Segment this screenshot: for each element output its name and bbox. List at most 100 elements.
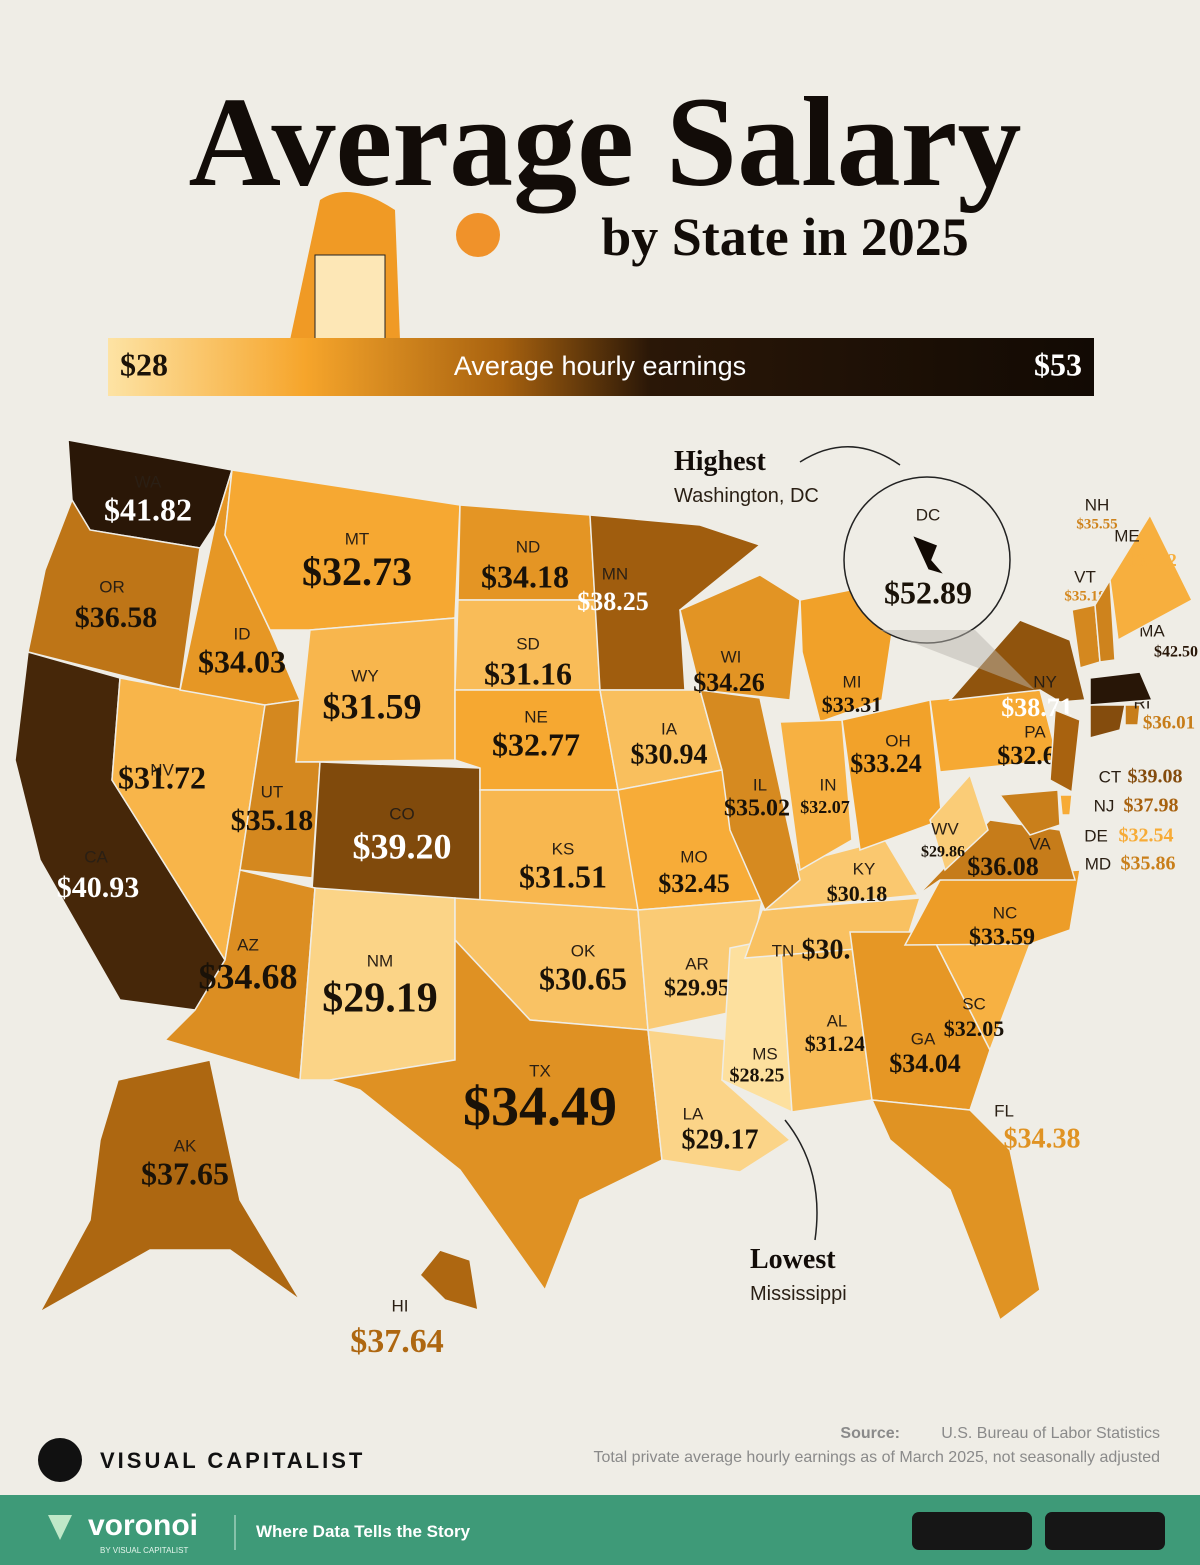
state-value: $29.86 bbox=[921, 844, 965, 861]
state-value: $32.73 bbox=[302, 549, 412, 594]
highest-arrow bbox=[799, 446, 901, 466]
legend-max: $53 bbox=[1034, 346, 1082, 382]
state bbox=[1094, 577, 1116, 663]
illustration-paper bbox=[314, 254, 386, 341]
state-code: MT bbox=[345, 529, 370, 548]
source-label: Source: bbox=[840, 1425, 900, 1442]
state bbox=[948, 619, 1086, 703]
state-code: MI bbox=[843, 672, 862, 691]
state-code: KY bbox=[853, 859, 876, 878]
highest-text: Washington, DC bbox=[674, 485, 819, 507]
state-code: DC bbox=[916, 505, 941, 524]
dc-group: DC $52.89 bbox=[884, 505, 972, 610]
state-code: LA bbox=[683, 1104, 704, 1123]
app-name: voronoi bbox=[88, 1509, 198, 1542]
state bbox=[679, 574, 801, 701]
state-value: $30.18 bbox=[827, 881, 888, 906]
legend-min: $28 bbox=[120, 346, 168, 382]
highest-title: Highest bbox=[674, 446, 766, 477]
state-value: $34.18 bbox=[481, 558, 569, 594]
subtitle: by State in 2025 bbox=[601, 207, 969, 267]
state-value: $35.02 bbox=[724, 796, 790, 822]
state-value: $31.16 bbox=[484, 655, 572, 691]
state-code: AR bbox=[685, 954, 709, 973]
state-value: $37.64 bbox=[350, 1323, 444, 1360]
state bbox=[38, 1059, 301, 1314]
state bbox=[1059, 794, 1073, 816]
state-value: $31.51 bbox=[519, 858, 607, 894]
lowest-text: Mississippi bbox=[750, 1283, 847, 1305]
state-code: CO bbox=[389, 804, 415, 823]
state-code: VA bbox=[1029, 834, 1051, 853]
state-code: OH bbox=[885, 731, 911, 750]
state-code: MO bbox=[680, 847, 707, 866]
state-value: $32.45 bbox=[658, 869, 730, 898]
state-code: VT bbox=[1074, 567, 1096, 586]
callout-beam bbox=[880, 630, 1035, 690]
state-code: DE bbox=[1084, 826, 1108, 845]
state-code: KS bbox=[552, 839, 575, 858]
google-play-button[interactable] bbox=[1045, 1512, 1165, 1550]
app-sub: BY VISUAL CAPITALIST bbox=[100, 1546, 188, 1555]
state-value: $41.82 bbox=[104, 491, 192, 527]
state-code: NH bbox=[1085, 495, 1110, 514]
state bbox=[903, 869, 1081, 946]
state-value: $31.59 bbox=[323, 686, 422, 726]
state-value: $34.03 bbox=[198, 643, 286, 679]
state-code: MN bbox=[602, 564, 628, 583]
brand: VISUAL CAPITALIST bbox=[100, 1448, 365, 1473]
state-value: $39.08 bbox=[1128, 766, 1183, 788]
app-store-button[interactable] bbox=[912, 1512, 1032, 1550]
state-code: TN bbox=[772, 941, 795, 960]
state-value: $32.54 bbox=[1119, 825, 1174, 847]
voronoi-logo bbox=[48, 1515, 72, 1540]
state-code: FL bbox=[994, 1101, 1014, 1120]
legend-label: Average hourly earnings bbox=[454, 351, 746, 381]
state-code: SC bbox=[962, 994, 986, 1013]
coin-icon bbox=[456, 213, 500, 257]
state bbox=[1089, 671, 1154, 706]
state-code: PA bbox=[1024, 722, 1046, 741]
state-value: $34.26 bbox=[693, 668, 765, 697]
state-value: $36.01 bbox=[1143, 712, 1195, 733]
state-value: $32.77 bbox=[492, 726, 580, 762]
state-value: $33.24 bbox=[850, 749, 922, 778]
state-code: SD bbox=[516, 634, 540, 653]
state-value: $36.08 bbox=[967, 852, 1039, 881]
state-code: OK bbox=[571, 941, 596, 960]
state-value: $34.49 bbox=[463, 1076, 617, 1138]
state bbox=[1089, 704, 1126, 739]
state-value: $31.24 bbox=[805, 1031, 866, 1056]
state-code: CT bbox=[1099, 767, 1122, 786]
state-value: $29.95 bbox=[664, 976, 730, 1002]
state-code: NV bbox=[150, 760, 174, 779]
state-value: $39.20 bbox=[353, 826, 452, 866]
state bbox=[1049, 708, 1081, 794]
state-value: $28.25 bbox=[730, 1065, 785, 1087]
state-value: $30.65 bbox=[539, 960, 627, 996]
state-code: NE bbox=[524, 707, 548, 726]
state-value: $32.22 bbox=[1127, 550, 1177, 570]
state-code: ND bbox=[516, 537, 541, 556]
state-code: WY bbox=[351, 666, 378, 685]
state-value: $35.86 bbox=[1121, 853, 1176, 875]
state-value: $29.17 bbox=[682, 1124, 759, 1155]
state bbox=[870, 1099, 1041, 1322]
map: WA$41.82 OR $36.58 CA $40.93 NV$31.72 ID$34.03… bbox=[14, 439, 1198, 1360]
state-code: CA bbox=[84, 847, 108, 866]
state bbox=[1124, 704, 1141, 726]
note: Total private average hourly earnings as… bbox=[593, 1449, 1160, 1466]
legend-bar bbox=[108, 338, 1094, 396]
lowest-title: Lowest bbox=[750, 1244, 836, 1275]
state-value: $32.07 bbox=[800, 797, 850, 817]
state-code: TX bbox=[529, 1061, 551, 1080]
state-code: MA bbox=[1139, 621, 1165, 640]
state-code: NC bbox=[993, 903, 1018, 922]
state-value: $42.50 bbox=[1154, 644, 1198, 661]
state-value: $31.72 bbox=[118, 759, 206, 795]
state bbox=[910, 533, 948, 577]
state-code: AK bbox=[174, 1136, 197, 1155]
state-code: ME bbox=[1114, 526, 1140, 545]
state bbox=[929, 773, 989, 872]
state-code: OR bbox=[99, 577, 125, 596]
